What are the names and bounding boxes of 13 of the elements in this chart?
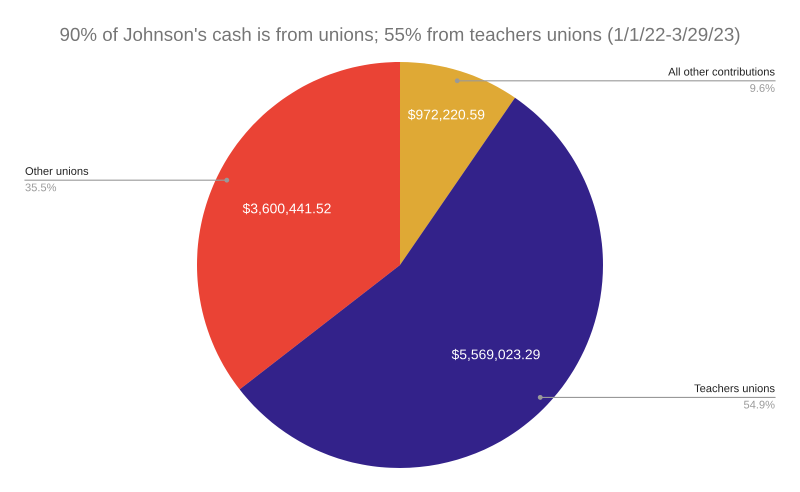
text: 54.9% [744, 400, 775, 409]
pie-slice [400, 62, 516, 265]
data-label: $3,600,441.52 [242, 202, 331, 216]
slice-label: Teachers unions [694, 384, 775, 392]
chart-title: 90% of Johnson's cash is from unions; 55% from teachers unions (1/1/22-3/29/23) [60, 27, 740, 45]
pie-slice [197, 62, 400, 390]
slice-label: All other contributions [668, 67, 775, 76]
data-label: $5,569,023.29 [452, 348, 540, 361]
slice-label: Other unions [26, 166, 88, 175]
pie-slice [240, 98, 603, 468]
text: 35.5% [25, 183, 56, 192]
data-label: $972,220.59 [408, 109, 484, 122]
text: 9.6% [750, 84, 775, 92]
